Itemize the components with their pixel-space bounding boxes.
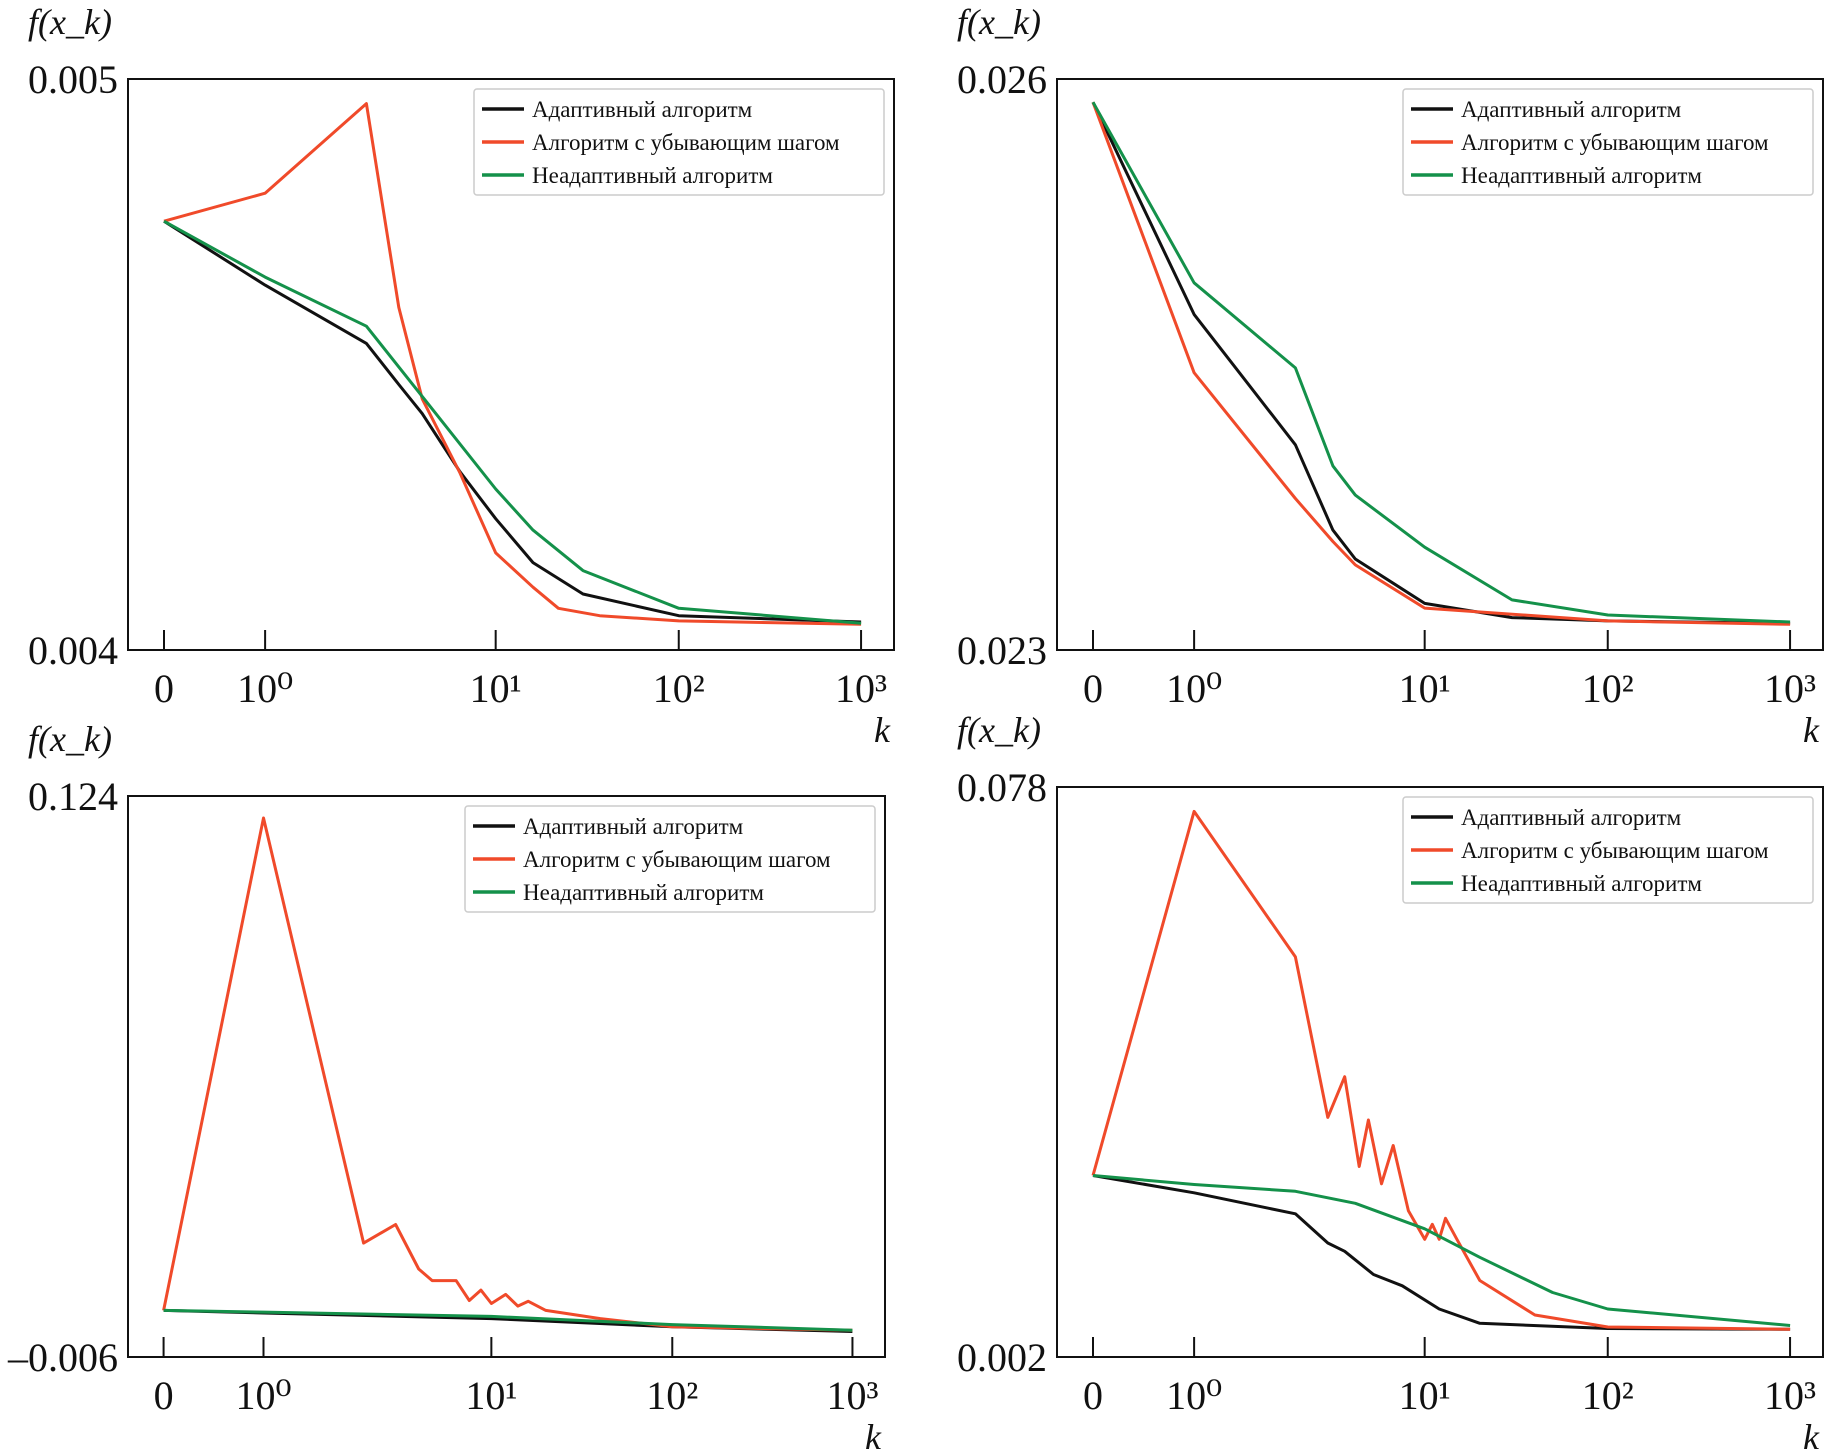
legend-label: Адаптивный алгоритм <box>523 814 744 839</box>
panel-3: 0 10⁰ 10¹ 10² 10³ 0.124 –0.006 f(x_k)k Адаптивны… <box>7 719 886 1455</box>
legend-label: Адаптивный алгоритм <box>1461 97 1682 122</box>
x-tick-label: 10² <box>1582 666 1634 711</box>
legend-label: Алгоритм с убывающим шагом <box>1461 130 1769 155</box>
x-tick-label: 10³ <box>1764 666 1816 711</box>
plot-frame <box>1056 78 1824 651</box>
y-axis-label: f(x_k) <box>28 719 112 759</box>
x-tick-label: 10¹ <box>465 1373 517 1418</box>
x-tick-label: 10³ <box>1764 1373 1816 1418</box>
legend-box <box>1402 88 1814 196</box>
y-tick-label-bottom: 0.023 <box>957 628 1047 673</box>
x-tick-label: 10³ <box>826 1373 878 1418</box>
series-line-1 <box>1092 1174 1791 1331</box>
plot-frame <box>127 78 895 651</box>
series-line-3 <box>1091 101 1791 624</box>
legend: Адаптивный алгоритм Алгоритм с убывающим … <box>1402 88 1814 196</box>
legend-box <box>1402 796 1814 904</box>
x-tick-label: 10¹ <box>470 666 522 711</box>
legend-label: Адаптивный алгоритм <box>532 97 753 122</box>
legend: Адаптивный алгоритм Алгоритм с убывающим … <box>464 805 876 913</box>
legend-label: Адаптивный алгоритм <box>1461 805 1682 830</box>
y-tick-label-top: 0.005 <box>28 57 118 102</box>
y-tick-label-top: 0.124 <box>28 774 118 819</box>
series-line-1 <box>163 219 862 624</box>
x-tick-label: 10¹ <box>1399 1373 1451 1418</box>
y-tick-label-bottom: 0.002 <box>957 1335 1047 1380</box>
legend-label: Алгоритм с убывающим шагом <box>532 130 840 155</box>
series-line-2 <box>1091 809 1791 1331</box>
series-line-2 <box>1091 101 1791 626</box>
x-axis-label: k <box>865 1417 882 1455</box>
x-tick-label: 0 <box>1083 1373 1103 1418</box>
x-tick-label: 10³ <box>835 666 887 711</box>
series-line-2 <box>163 102 862 626</box>
x-tick-label: 10⁰ <box>1166 1373 1222 1418</box>
series-line-3 <box>1092 1174 1791 1327</box>
series-line-3 <box>163 219 862 625</box>
y-axis-label: f(x_k) <box>957 710 1041 750</box>
x-tick-label: 0 <box>1083 666 1103 711</box>
legend-label: Неадаптивный алгоритм <box>523 880 764 905</box>
legend: Адаптивный алгоритм Алгоритм с убывающим … <box>1402 796 1814 904</box>
x-axis-label: k <box>1803 710 1820 750</box>
x-tick-label: 0 <box>154 1373 174 1418</box>
y-axis-label: f(x_k) <box>957 2 1041 42</box>
plot-frame <box>127 795 886 1358</box>
panel-1: 0 10⁰ 10¹ 10² 10³ 0.005 0.004 f(x_k)k Адаптивный… <box>28 2 895 750</box>
legend-label: Алгоритм с убывающим шагом <box>523 847 831 872</box>
legend-box <box>473 88 885 196</box>
legend-label: Алгоритм с убывающим шагом <box>1461 838 1769 863</box>
x-tick-label: 10² <box>646 1373 698 1418</box>
legend: Адаптивный алгоритм Алгоритм с убывающим … <box>473 88 885 196</box>
legend-box <box>464 805 876 913</box>
y-tick-label-bottom: 0.004 <box>28 628 118 673</box>
series-line-2 <box>162 816 853 1332</box>
x-axis-label: k <box>1803 1417 1820 1455</box>
x-tick-label: 10⁰ <box>235 1373 291 1418</box>
y-tick-label-top: 0.078 <box>957 765 1047 810</box>
legend-label: Неадаптивный алгоритм <box>1461 163 1702 188</box>
x-tick-label: 0 <box>154 666 174 711</box>
x-tick-label: 10⁰ <box>1166 666 1222 711</box>
panel-2: 0 10⁰ 10¹ 10² 10³0.0260.023f(x_k)kАдаптивный… <box>957 2 1824 750</box>
x-tick-label: 10⁰ <box>237 666 293 711</box>
x-tick-label: 10² <box>1582 1373 1634 1418</box>
y-tick-label-bottom: –0.006 <box>7 1335 118 1380</box>
legend-label: Неадаптивный алгоритм <box>1461 871 1702 896</box>
legend-label: Неадаптивный алгоритм <box>532 163 773 188</box>
plot-frame <box>1056 786 1824 1358</box>
x-tick-label: 10² <box>653 666 705 711</box>
y-axis-label: f(x_k) <box>28 2 112 42</box>
panel-4: 0 10⁰ 10¹ 10² 10³0.0780.002f(x_k)kАдаптивный… <box>957 710 1824 1455</box>
series-line-3 <box>163 1308 853 1332</box>
x-tick-label: 10¹ <box>1399 666 1451 711</box>
x-axis-label: k <box>874 710 891 750</box>
y-tick-label-top: 0.026 <box>957 57 1047 102</box>
